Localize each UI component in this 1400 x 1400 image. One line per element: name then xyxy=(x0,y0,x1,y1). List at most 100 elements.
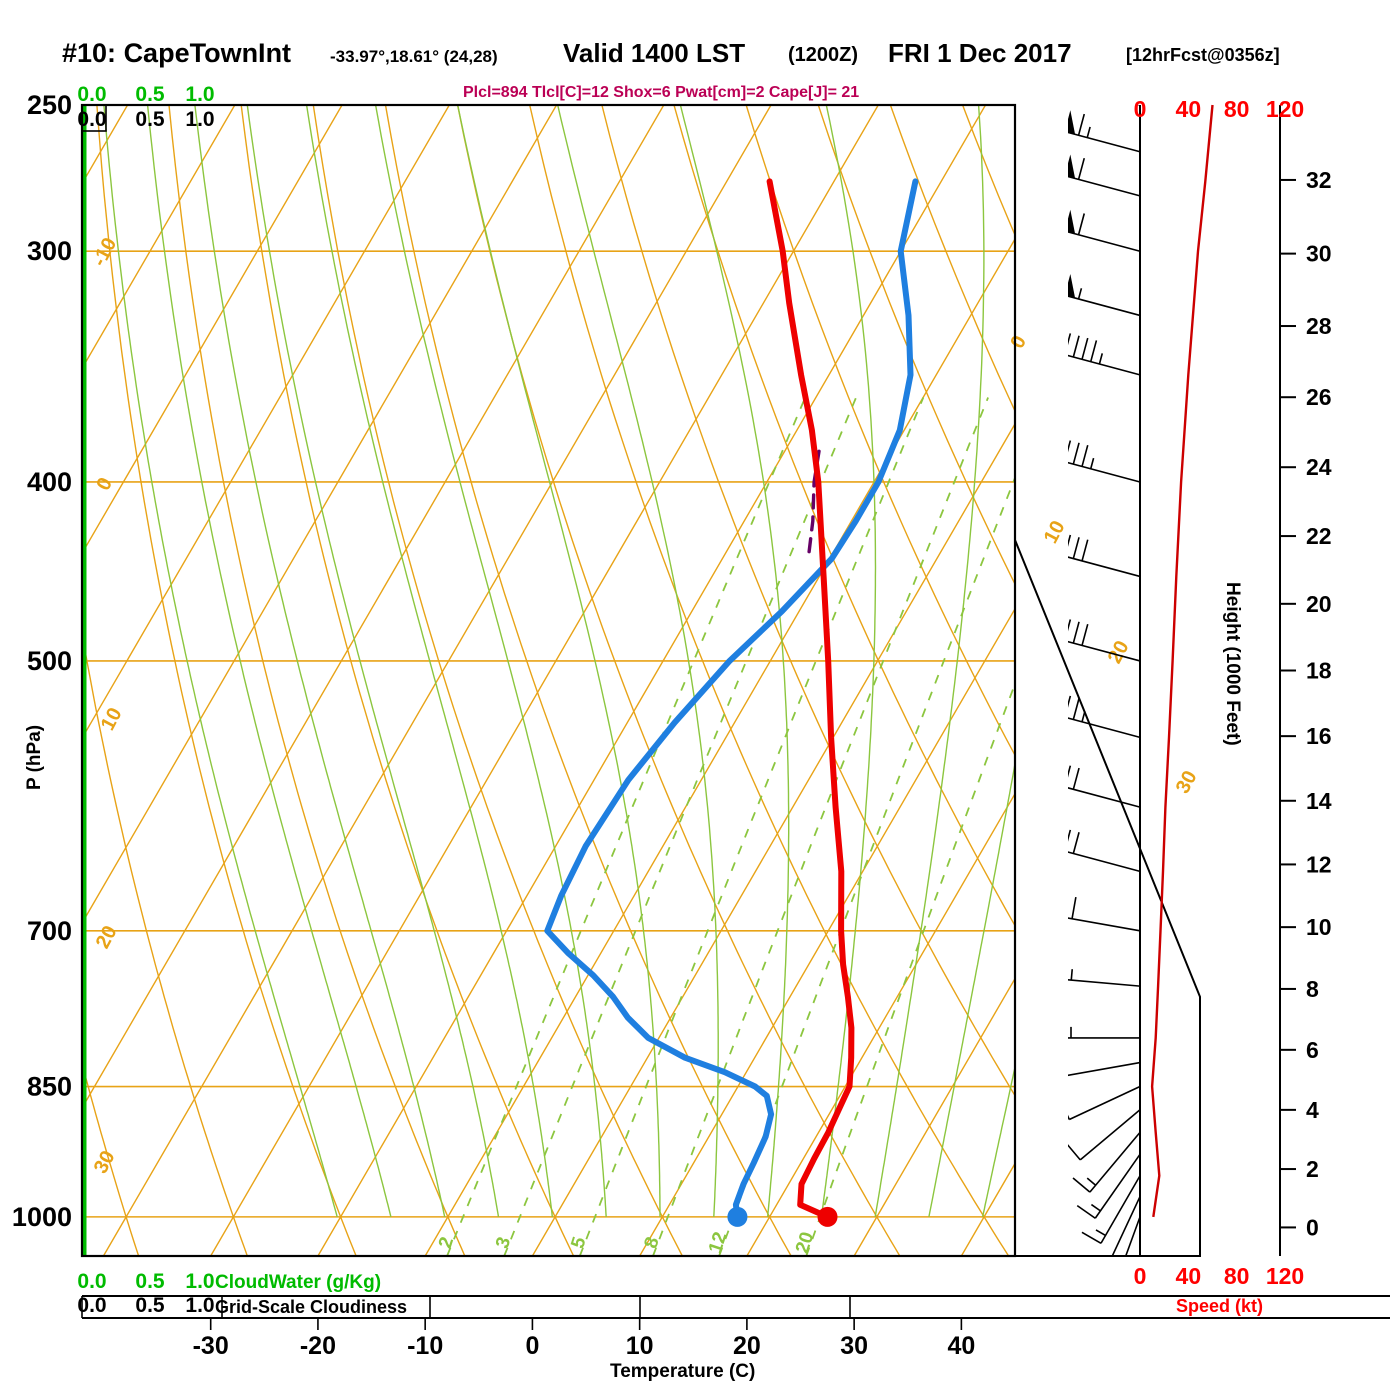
wind-barb xyxy=(1068,829,1141,873)
pressure-tick-label: 1000 xyxy=(12,1202,72,1232)
cloudwater-scale-top-tick: 1.0 xyxy=(185,83,214,106)
wind-barb xyxy=(1068,897,1141,932)
wind-barb xyxy=(1068,765,1141,808)
forecast-tag: [12hrFcst@0356z] xyxy=(1126,45,1280,65)
dry-adiabat-label: -10 xyxy=(88,234,121,270)
wind-barb xyxy=(1124,1216,1141,1256)
wind-barb xyxy=(1081,1175,1141,1244)
cloudiness-scale-bottom-tick: 0.5 xyxy=(135,1294,165,1317)
cloudiness-scale-bottom-tick: 1.0 xyxy=(185,1294,214,1317)
height-tick-label: 8 xyxy=(1306,976,1319,1002)
surface-temperature-marker xyxy=(817,1206,838,1227)
cloudwater-axis-label: CloudWater (g/Kg) xyxy=(215,1272,382,1293)
height-tick-label: 6 xyxy=(1306,1037,1319,1063)
wind-barb xyxy=(1068,440,1141,483)
speed-tick-label: 40 xyxy=(1176,96,1202,122)
height-tick-label: 22 xyxy=(1306,523,1332,549)
wind-barb xyxy=(1068,110,1141,153)
temperature-tick-label: -20 xyxy=(300,1332,336,1360)
cloudwater-scale-top-tick: 0.0 xyxy=(77,83,106,106)
wind-barbs xyxy=(1068,105,1141,1256)
wind-barb xyxy=(1068,1026,1140,1039)
speed-axis-label: Speed (kt) xyxy=(1176,1296,1264,1316)
temperature-tick-label: 20 xyxy=(733,1332,761,1360)
temperature-tick-label: 40 xyxy=(947,1332,975,1360)
wind-barb xyxy=(1068,273,1141,317)
dry-adiabat-label: 30 xyxy=(1172,767,1202,797)
station-coordinates: -33.97°,18.61° (24,28) xyxy=(330,47,498,66)
station-name: CapeTownInt xyxy=(123,38,292,68)
dry-adiabat-label: 20 xyxy=(92,922,122,952)
temperature-tick-label: -30 xyxy=(193,1332,229,1360)
pressure-tick-label: 850 xyxy=(27,1072,72,1102)
height-tick-label: 30 xyxy=(1306,241,1332,267)
temperature-tick-label: 30 xyxy=(840,1332,868,1360)
height-tick-label: 2 xyxy=(1306,1156,1319,1182)
cloudwater-box xyxy=(81,104,107,132)
speed-tick-label: 40 xyxy=(1176,1263,1202,1289)
height-tick-label: 24 xyxy=(1306,454,1332,480)
wind-barb xyxy=(1068,209,1141,253)
pressure-ticks: 250 300 400 500 700 850 1000 xyxy=(12,90,72,1232)
speed-ticks: 0 0 40 40 80 80 120 120 xyxy=(1134,96,1305,1289)
cloudiness-scale-top: 0.0 0.5 1.0 xyxy=(77,108,214,131)
cloudwater-scale-bottom-tick: 0.0 xyxy=(77,1270,106,1293)
height-tick-label: 26 xyxy=(1306,384,1332,410)
speed-tick-label: 0 xyxy=(1134,1263,1147,1289)
pressure-tick-label: 700 xyxy=(27,916,72,946)
cloudwater-scale-top-tick: 0.5 xyxy=(135,83,165,106)
height-tick-label: 14 xyxy=(1306,788,1332,814)
valid-date: FRI 1 Dec 2017 xyxy=(888,38,1072,68)
pressure-tick-label: 500 xyxy=(27,646,72,676)
cloudiness-scale-bottom: 0.0 0.5 1.0 xyxy=(77,1294,214,1317)
wind-barb xyxy=(1068,1085,1141,1121)
cloudiness-scale-top-tick: 0.5 xyxy=(135,108,165,131)
wind-barb xyxy=(1076,1153,1141,1219)
dewpoint-curve xyxy=(544,178,919,1220)
temperature-curve xyxy=(766,178,855,1220)
speed-tick-label: 80 xyxy=(1224,1263,1250,1289)
temperature-axis-label: Temperature (C) xyxy=(610,1361,756,1382)
dry-adiabat-label: 10 xyxy=(1040,517,1070,547)
station-id: #10: xyxy=(62,38,117,68)
scale-box-frame xyxy=(81,1295,1390,1318)
height-tick-label: 20 xyxy=(1306,591,1332,617)
cloudiness-scale-top-tick: 0.0 xyxy=(77,108,106,131)
wind-speed-profile xyxy=(1150,104,1214,1218)
wind-barb xyxy=(1136,105,1140,106)
height-tick-label: 10 xyxy=(1306,914,1332,940)
valid-time-utc: (1200Z) xyxy=(788,44,859,66)
valid-time: Valid 1400 LST xyxy=(563,38,746,68)
height-tick-label: 0 xyxy=(1306,1214,1319,1240)
wind-barb xyxy=(1068,333,1141,376)
dry-adiabat-label: 10 xyxy=(97,704,127,734)
mixing-ratio-labels: 2 3 5 8 12 20 xyxy=(435,1229,818,1256)
wind-barb xyxy=(1068,534,1141,578)
height-tick-label: 32 xyxy=(1306,167,1332,193)
parcel-curve xyxy=(806,449,821,561)
wind-barb xyxy=(1068,969,1141,987)
cloudwater-scale-top: 0.0 0.5 1.0 xyxy=(77,83,214,106)
temperature-ticks: -30 -20 -10 0 10 20 30 40 xyxy=(82,1317,1390,1360)
wind-panel xyxy=(1014,105,1201,1257)
cloudwater-scale-bottom: 0.0 0.5 1.0 xyxy=(77,1270,214,1293)
surface-dewpoint-marker xyxy=(727,1206,748,1227)
sounding-parameters: Plcl=894 Tlcl[C]=12 Shox=6 Pwat[cm]=2 Ca… xyxy=(463,84,860,101)
page-title: #10: CapeTownInt xyxy=(62,38,291,69)
wind-barb xyxy=(1072,1131,1141,1193)
pressure-tick-label: 400 xyxy=(27,467,72,497)
dry-adiabat-label: 30 xyxy=(90,1147,120,1177)
speed-tick-label: 0 xyxy=(1134,96,1147,122)
cloudwater-scale-bottom-tick: 1.0 xyxy=(185,1270,214,1293)
speed-tick-label: 80 xyxy=(1224,96,1250,122)
speed-tick-label: 120 xyxy=(1266,1263,1304,1289)
cloudiness-scale-top-tick: 1.0 xyxy=(185,108,214,131)
plot-frame xyxy=(80,103,1017,1258)
temperature-tick-label: 0 xyxy=(525,1332,539,1360)
height-tick-label: 4 xyxy=(1306,1097,1319,1123)
dry-adiabat-label: 0 xyxy=(1006,332,1031,352)
cloudiness-scale-bottom-tick: 0.0 xyxy=(77,1294,106,1317)
height-tick-label: 12 xyxy=(1306,851,1332,877)
